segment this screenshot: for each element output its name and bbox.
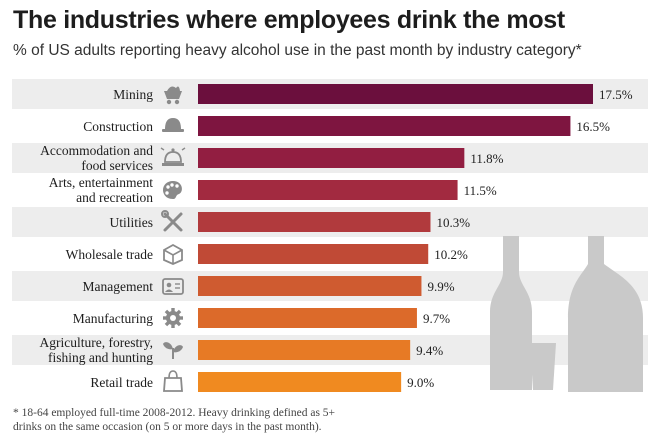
category-label: Management <box>83 279 154 294</box>
liquor-bottle-shape <box>568 236 643 392</box>
beer-bottle-shape <box>490 236 532 390</box>
category-label: Utilities <box>110 215 154 230</box>
bar <box>198 84 593 104</box>
category-label-line: Arts, entertainment <box>49 175 153 190</box>
footnote: * 18-64 employed full-time 2008-2012. He… <box>13 406 413 434</box>
footnote-line-2: drinks on the same occasion (on 5 or mor… <box>13 421 322 433</box>
category-label: Manufacturing <box>73 311 153 326</box>
value-label: 10.3% <box>436 215 470 230</box>
category-label: Agriculture, forestry,fishing and huntin… <box>40 335 154 365</box>
chart-title: The industries where employees drink the… <box>13 6 565 34</box>
id-badge-icon <box>162 278 184 295</box>
bar <box>198 372 402 392</box>
value-label: 9.9% <box>427 279 454 294</box>
value-label: 9.4% <box>416 343 443 358</box>
bar <box>198 340 411 360</box>
value-label: 17.5% <box>599 87 633 102</box>
chart-subtitle: % of US adults reporting heavy alcohol u… <box>13 42 582 59</box>
bar <box>198 148 465 168</box>
service-bell-icon <box>160 147 186 166</box>
category-label-line: Construction <box>83 119 153 134</box>
value-label: 16.5% <box>576 119 610 134</box>
sprout-icon <box>163 342 183 359</box>
hard-hat-icon <box>162 118 184 132</box>
value-label: 11.5% <box>464 183 497 198</box>
bar <box>198 276 422 296</box>
category-label-line: Utilities <box>110 215 154 230</box>
bar <box>198 180 458 200</box>
value-label: 11.8% <box>470 151 503 166</box>
paint-palette-icon <box>163 181 182 199</box>
shopping-bag-icon <box>163 370 183 392</box>
category-label: Retail trade <box>90 375 153 390</box>
bar <box>198 212 431 232</box>
category-label-line: Mining <box>113 87 153 102</box>
category-label-line: Retail trade <box>90 375 153 390</box>
category-label-line: Accommodation and <box>40 143 153 158</box>
bar <box>198 116 571 136</box>
category-label: Construction <box>83 119 153 134</box>
gear-icon <box>163 308 183 328</box>
box-icon <box>163 243 183 265</box>
mining-cart-icon <box>164 86 182 105</box>
category-label-line: fishing and hunting <box>48 350 153 365</box>
category-label-line: Wholesale trade <box>66 247 153 262</box>
category-label: Mining <box>113 87 153 102</box>
footnote-line-1: * 18-64 employed full-time 2008-2012. He… <box>13 407 336 419</box>
category-label-line: Agriculture, forestry, <box>40 335 153 350</box>
category-label-line: food services <box>81 158 153 173</box>
category-label-line: Management <box>83 279 154 294</box>
wrench-screwdriver-icon <box>161 210 183 232</box>
bar <box>198 308 417 328</box>
category-label-line: Manufacturing <box>73 311 153 326</box>
value-label: 9.0% <box>407 375 434 390</box>
category-label-line: and recreation <box>76 190 153 205</box>
bottles-illustration <box>490 236 643 392</box>
value-label: 10.2% <box>434 247 468 262</box>
category-label: Wholesale trade <box>66 247 153 262</box>
glass-shape <box>530 343 556 390</box>
bar <box>198 244 429 264</box>
value-label: 9.7% <box>423 311 450 326</box>
